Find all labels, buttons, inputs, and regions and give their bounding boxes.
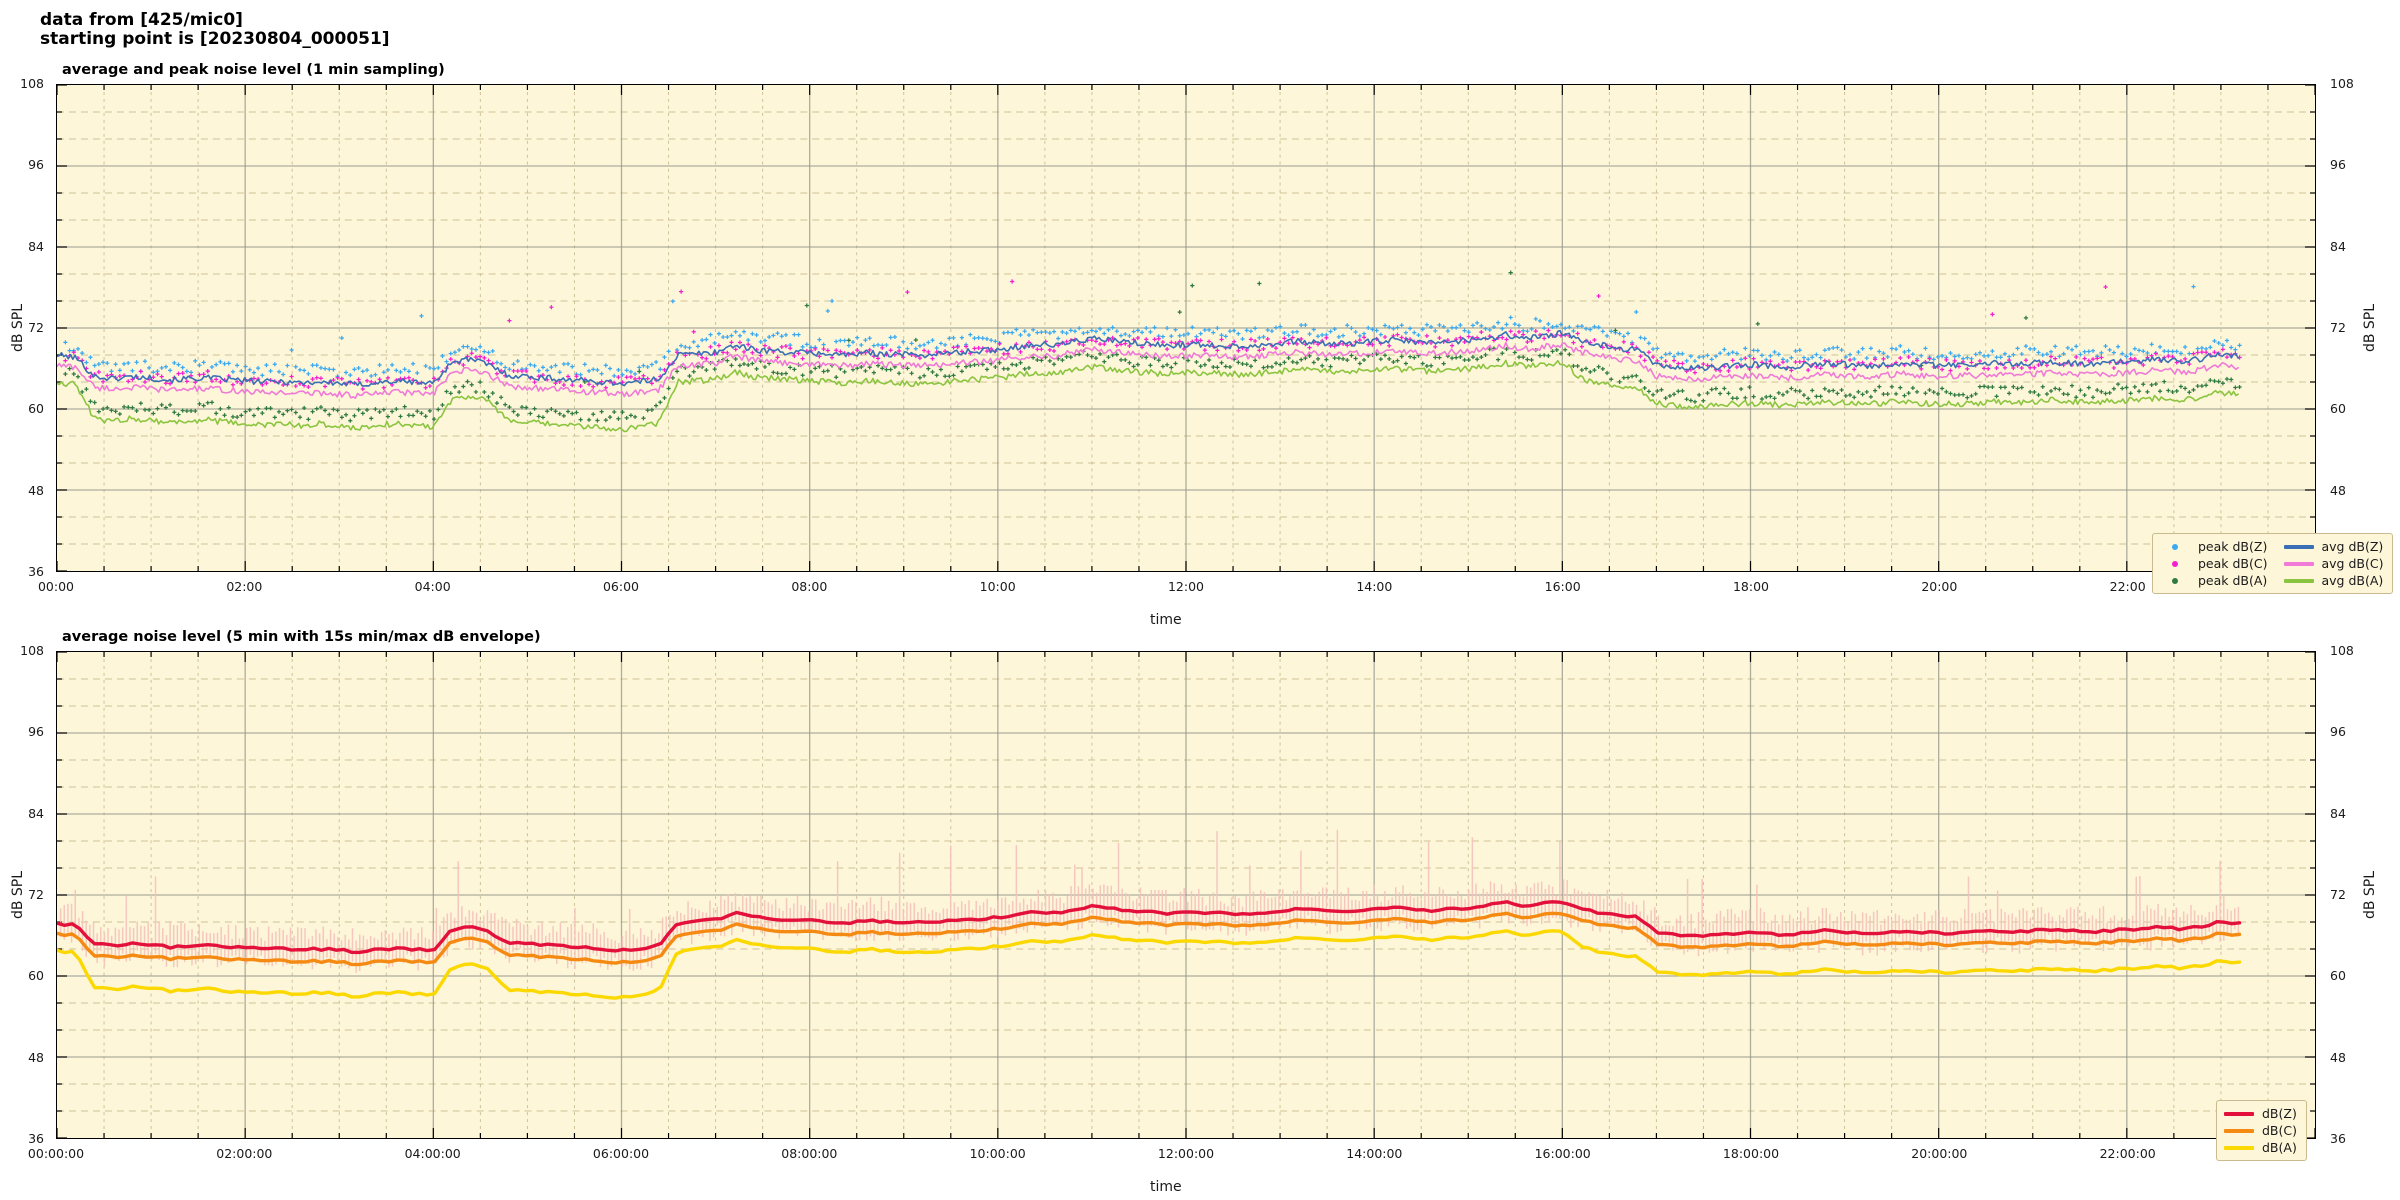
y-tick-label: 48	[2330, 1049, 2346, 1065]
y-tick-label: 48	[28, 482, 44, 498]
y-tick-label: 48	[2330, 482, 2346, 498]
y-tick-label: 48	[28, 1049, 44, 1065]
x-axis-title-bottom: time	[1150, 1179, 1182, 1195]
legend-item[interactable]: dB(C)	[2224, 1123, 2297, 1138]
legend-column: peak dB(Z) peak dB(C) peak dB(A)	[2160, 539, 2268, 588]
y-tick-label: 72	[2330, 887, 2346, 902]
legend-column: dB(Z) dB(C) dB(A)	[2224, 1106, 2297, 1155]
panel-title-top: average and peak noise level (1 min samp…	[62, 62, 445, 78]
y-tick-label: 84	[28, 238, 44, 254]
legend-item[interactable]: avg dB(C)	[2283, 556, 2384, 571]
y-tick-label: 36	[28, 564, 44, 579]
x-tick-label: 18:00	[1732, 579, 1770, 594]
legend-item-label: avg dB(Z)	[2321, 539, 2384, 554]
plot-area-top	[56, 84, 2316, 572]
x-tick-label: 16:00:00	[1534, 1146, 1591, 1161]
y-tick-label: 84	[2330, 238, 2346, 254]
x-tick-label: 14:00	[1356, 579, 1393, 594]
x-tick-label: 10:00	[979, 579, 1016, 594]
y-tick-label: 84	[2330, 805, 2346, 821]
y-tick-label: 108	[20, 76, 44, 91]
x-tick-label: 14:00:00	[1346, 1146, 1403, 1161]
x-tick-label: 12:00:00	[1157, 1146, 1215, 1161]
y-tick-label: 108	[20, 643, 44, 658]
y-tick-label: 96	[2330, 724, 2346, 740]
x-tick-label: 00:00	[37, 579, 75, 594]
y-tick-label: 60	[2330, 401, 2346, 417]
y-tick-label: 96	[2330, 157, 2346, 173]
header-line-starting-point: starting point is [20230804_000051]	[40, 29, 390, 49]
header-line-data-source: data from [425/mic0]	[40, 10, 243, 30]
legend-item[interactable]: dB(Z)	[2224, 1106, 2297, 1121]
legend-item[interactable]: avg dB(A)	[2283, 573, 2384, 588]
legend-item[interactable]: peak dB(Z)	[2160, 539, 2268, 554]
y-tick-label: 60	[28, 968, 44, 984]
x-axis-title-top: time	[1150, 612, 1182, 628]
panel-average-envelope: average noise level (5 min with 15s min/…	[0, 620, 2400, 1200]
legend-item[interactable]: peak dB(C)	[2160, 556, 2268, 571]
y-tick-label: 96	[28, 724, 44, 740]
legend-marker-line-icon	[2283, 561, 2314, 566]
x-tick-label: 08:00:00	[781, 1146, 838, 1161]
legend-bottom[interactable]: dB(Z) dB(C) dB(A)	[2216, 1100, 2307, 1161]
legend-item-label: peak dB(C)	[2198, 556, 2268, 571]
x-tick-label: 04:00:00	[404, 1146, 461, 1161]
x-tick-label: 10:00:00	[969, 1146, 1026, 1161]
legend-marker-dot-icon	[2160, 560, 2190, 567]
legend-item-label: peak dB(A)	[2198, 573, 2268, 588]
x-tick-label: 06:00:00	[592, 1146, 650, 1161]
x-tick-label: 02:00:00	[216, 1146, 273, 1161]
legend-marker-line-icon	[2224, 1111, 2254, 1116]
x-tick-label: 00:00:00	[27, 1146, 85, 1161]
y-tick-label: 96	[28, 157, 44, 173]
y-tick-label: 36	[2330, 1131, 2346, 1146]
x-tick-label: 04:00	[414, 579, 451, 594]
x-tick-label: 20:00:00	[1911, 1146, 1968, 1161]
plot-area-bottom	[56, 651, 2316, 1139]
x-tick-label: 20:00	[1921, 579, 1958, 594]
x-tick-label: 06:00	[602, 579, 640, 594]
legend-marker-line-icon	[2224, 1145, 2254, 1150]
legend-item-label: dB(Z)	[2262, 1106, 2297, 1121]
legend-item-label: dB(A)	[2262, 1140, 2297, 1155]
y-tick-label: 84	[28, 805, 44, 821]
plot-vector-bottom	[57, 652, 2315, 1138]
legend-top[interactable]: peak dB(Z) peak dB(C) peak dB(A) avg dB(Z) a…	[2152, 533, 2394, 594]
panel-average-and-peak: average and peak noise level (1 min samp…	[10, 62, 2394, 628]
y-tick-label: 60	[28, 401, 44, 417]
plot-vector-top	[57, 85, 2315, 571]
legend-item-label: dB(C)	[2262, 1123, 2297, 1138]
x-tick-label: 08:00	[791, 579, 828, 594]
y-tick-label: 72	[28, 887, 44, 902]
legend-marker-line-icon	[2283, 578, 2314, 583]
x-tick-label: 18:00:00	[1722, 1146, 1780, 1161]
x-tick-label: 22:00:00	[2099, 1146, 2156, 1161]
x-tick-label: 16:00	[1544, 579, 1581, 594]
legend-item[interactable]: dB(A)	[2224, 1140, 2297, 1155]
y-tick-label: 108	[2330, 643, 2354, 658]
panel-title-bottom: average noise level (5 min with 15s min/…	[62, 629, 541, 645]
y-tick-label: 72	[2330, 320, 2346, 335]
legend-item[interactable]: peak dB(A)	[2160, 573, 2268, 588]
legend-item[interactable]: avg dB(Z)	[2283, 539, 2384, 554]
y-tick-label: 72	[28, 320, 44, 335]
y-tick-label: 108	[2330, 76, 2354, 91]
legend-item-label: avg dB(A)	[2321, 573, 2384, 588]
y-tick-label: 60	[2330, 968, 2346, 984]
legend-item-label: avg dB(C)	[2321, 556, 2384, 571]
legend-marker-dot-icon	[2160, 543, 2190, 550]
legend-column: avg dB(Z) avg dB(C) avg dB(A)	[2283, 539, 2384, 588]
x-tick-label: 22:00	[2109, 579, 2146, 594]
legend-marker-line-icon	[2283, 544, 2314, 549]
y-tick-label: 36	[28, 1131, 44, 1146]
x-tick-label: 12:00	[1167, 579, 1205, 594]
legend-item-label: peak dB(Z)	[2198, 539, 2268, 554]
legend-marker-line-icon	[2224, 1128, 2254, 1133]
x-tick-label: 02:00	[226, 579, 263, 594]
legend-marker-dot-icon	[2160, 577, 2190, 584]
